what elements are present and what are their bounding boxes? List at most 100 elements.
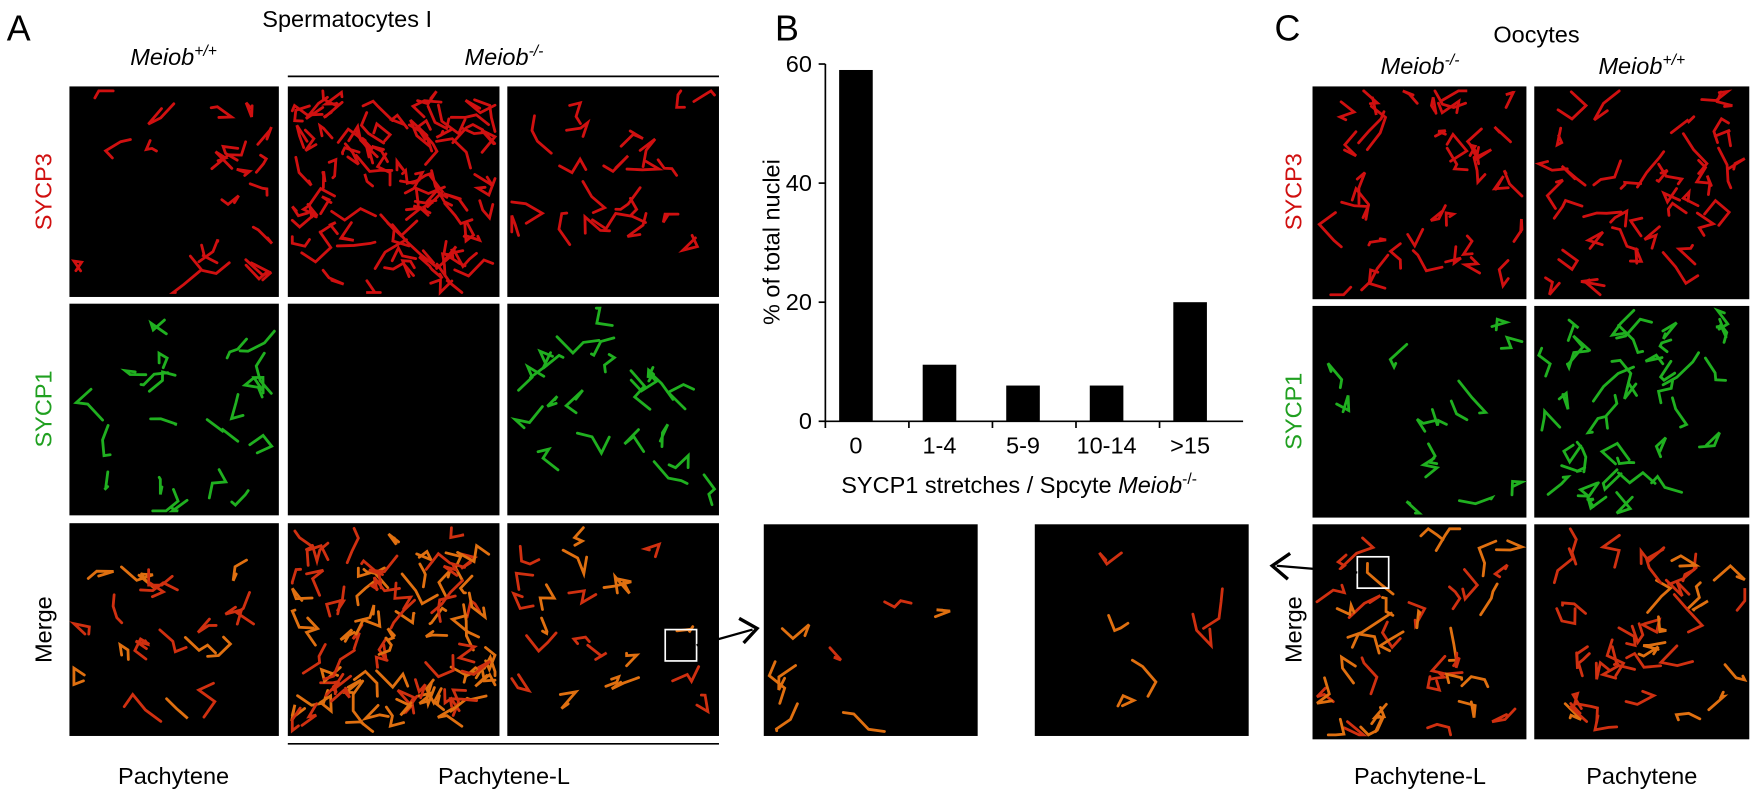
chromosome-axis xyxy=(1681,552,1698,583)
chromosome-axis xyxy=(518,544,541,566)
arrow-head xyxy=(738,616,760,645)
chromosome-axis xyxy=(251,225,274,245)
chromosome-axis xyxy=(448,697,479,709)
chromosome-axis xyxy=(1429,654,1464,676)
chromosome-axis xyxy=(354,610,382,636)
chromosome-axis xyxy=(1461,568,1480,602)
chromosome-axis xyxy=(290,567,302,585)
chromosome-axis xyxy=(304,95,329,120)
chromosome-axis xyxy=(1669,115,1696,135)
chromosome-axis xyxy=(1617,626,1637,648)
chromosome-axis xyxy=(254,153,269,174)
gene-name: Meiob xyxy=(465,44,529,70)
chromosome-axis xyxy=(658,423,670,448)
chromosome-axis xyxy=(619,129,644,148)
chromosome-axis xyxy=(1444,245,1462,267)
chromosome-axis xyxy=(480,129,498,154)
chromosome-axis xyxy=(473,98,497,133)
chromosome-axis xyxy=(1457,379,1489,415)
chromosome-axis xyxy=(120,368,148,377)
chromosome-axis xyxy=(437,103,467,136)
chromosome-axis xyxy=(613,572,631,595)
chromosome-axis xyxy=(304,616,321,647)
chromosome-axis xyxy=(1585,415,1606,435)
chromosome-axis xyxy=(1715,90,1733,108)
chromosome-axis xyxy=(1545,178,1564,210)
micrograph xyxy=(69,523,279,736)
chromosome-axis xyxy=(774,702,799,733)
chromosome-axis xyxy=(1576,494,1608,511)
chromosome-axis xyxy=(1388,242,1403,270)
chromosome-axis xyxy=(1628,247,1644,265)
chromosome-axis xyxy=(290,608,315,630)
chromosome-axis xyxy=(418,562,427,589)
chromosome-axis xyxy=(236,167,254,177)
chromosome-axis xyxy=(400,572,439,606)
chromosome-axis xyxy=(449,665,467,684)
chromosome-axis xyxy=(373,238,408,270)
chromosome-axis xyxy=(151,488,180,513)
chromosome-axis xyxy=(359,111,386,145)
chromosome-axis xyxy=(465,598,482,619)
chromosome-axis xyxy=(69,621,91,636)
chromosome-axis xyxy=(510,405,544,430)
chromosome-axis xyxy=(1491,175,1510,191)
chromosome-axis xyxy=(1502,169,1524,198)
chromosome-axis xyxy=(229,393,245,421)
chromosome-axis xyxy=(196,617,218,634)
chromosome-axis xyxy=(1499,335,1524,350)
chromosome-axis xyxy=(667,452,690,470)
chromosome-axis xyxy=(293,104,311,123)
chromosome-axis xyxy=(1365,561,1395,596)
chromosome-axis xyxy=(1616,456,1636,466)
chromosome-axis xyxy=(767,660,787,705)
chromosome-axis xyxy=(200,243,219,265)
chromosome-axis xyxy=(338,221,355,242)
chromosome-axis xyxy=(248,182,269,197)
row-label: Merge xyxy=(1280,596,1306,663)
chromosome-axis xyxy=(1512,218,1524,243)
chromosome-axis xyxy=(238,329,276,353)
chromosome-axis xyxy=(319,666,342,684)
chromosome-axis xyxy=(1477,539,1498,578)
bar xyxy=(1173,302,1207,422)
chromosome-axis xyxy=(1434,129,1447,138)
chromosome-axis xyxy=(646,366,655,379)
chromosome-axis xyxy=(1727,157,1746,171)
chromosome-axis xyxy=(256,126,273,146)
chromosome-axis xyxy=(429,277,454,296)
chromosome-axis xyxy=(581,180,608,215)
chromosome-axis xyxy=(464,99,497,115)
chromosome-axis xyxy=(133,636,150,661)
chromosome-axis xyxy=(410,99,443,119)
chromosome-axis xyxy=(207,468,229,500)
chromosome-axis xyxy=(324,585,346,618)
chromosome-axis xyxy=(387,532,401,546)
chromosome-axis xyxy=(629,369,652,411)
chromosome-axis xyxy=(1460,256,1481,275)
chromosome-axis xyxy=(1643,225,1661,250)
chromosome-axis xyxy=(1315,583,1347,604)
chromosome-axis xyxy=(449,614,481,639)
chromosome-axis xyxy=(300,702,318,727)
panel-letter: B xyxy=(775,9,799,49)
chromosome-axis xyxy=(933,608,951,619)
bar xyxy=(839,69,873,422)
chromosome-axis xyxy=(610,676,641,691)
chromosome-axis xyxy=(1575,440,1588,474)
chromosome-axis xyxy=(1591,365,1635,403)
chromosome-axis xyxy=(591,211,633,231)
chromosome-axis xyxy=(318,693,333,715)
chromosome-axis xyxy=(1594,660,1611,680)
chromosome-axis xyxy=(244,101,254,118)
micrograph xyxy=(763,524,978,736)
panel-title: Oocytes xyxy=(1493,22,1579,48)
chromosome-axis xyxy=(354,153,394,173)
chromosome-axis xyxy=(1658,359,1677,382)
chromosome-axis xyxy=(1452,651,1461,669)
gene-name: Meiob xyxy=(130,44,194,70)
chromosome-axis xyxy=(462,233,483,243)
chromosome-axis xyxy=(530,114,553,155)
row-label: Merge xyxy=(31,596,57,663)
chromosome-axis xyxy=(1664,578,1691,598)
